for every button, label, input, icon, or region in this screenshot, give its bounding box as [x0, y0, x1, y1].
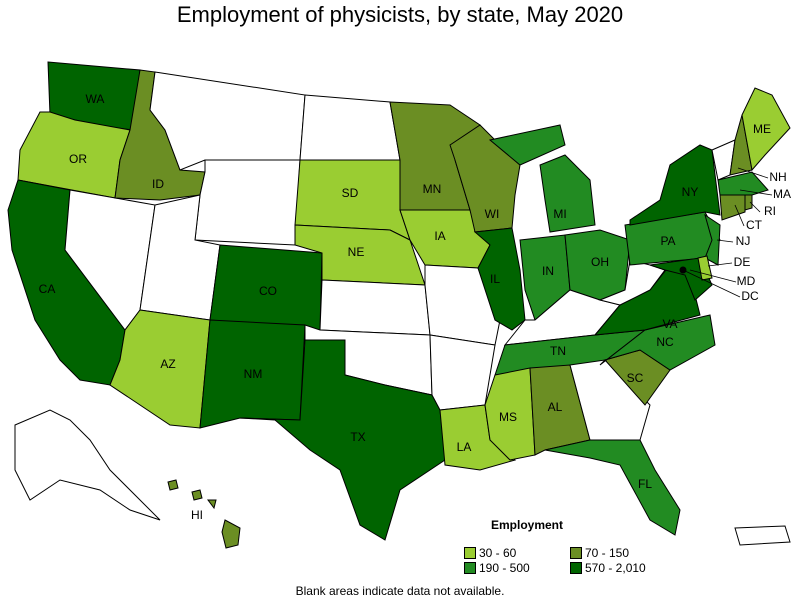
state-me — [741, 87, 791, 172]
state-label-mn: MN — [423, 182, 442, 196]
legend-item-70-150: 70 - 150 — [570, 546, 629, 560]
state-label-ma: MA — [773, 187, 791, 201]
state-label-va: VA — [662, 317, 677, 331]
state-mi — [488, 124, 566, 166]
state-label-dc: DC — [741, 289, 759, 303]
state-label-nh: NH — [769, 170, 786, 184]
legend-label: 30 - 60 — [479, 546, 517, 560]
leader-line — [734, 204, 745, 227]
state-label-al: AL — [548, 400, 563, 414]
state-label-in: IN — [542, 264, 554, 278]
state-label-ri: RI — [764, 204, 776, 218]
legend: Employment 30 - 60 70 - 150 190 - 500 57… — [462, 518, 662, 575]
state-tx — [239, 339, 446, 541]
leader-line — [749, 201, 761, 213]
legend-swatch — [464, 562, 476, 574]
state-mi — [539, 154, 596, 233]
leader-line — [739, 189, 773, 196]
state-label-tn: TN — [550, 344, 566, 358]
state-label-me: ME — [753, 122, 771, 136]
state-ma — [717, 171, 769, 196]
leader-line — [682, 269, 741, 298]
state-wy — [194, 159, 301, 246]
state-label-hi: HI — [191, 508, 203, 522]
state-ks — [319, 279, 431, 336]
state-label-tx: TX — [350, 430, 365, 444]
state-label-wa: WA — [86, 92, 105, 106]
state-label-la: LA — [457, 440, 472, 454]
state-nd — [299, 94, 401, 161]
state-label-nj: NJ — [736, 234, 751, 248]
state-label-pa: PA — [660, 234, 675, 248]
state-label-ny: NY — [682, 185, 699, 199]
legend-label: 570 - 2,010 — [585, 561, 646, 575]
state-label-nc: NC — [656, 335, 674, 349]
legend-label: 190 - 500 — [479, 561, 530, 575]
state-hi — [167, 479, 179, 491]
leader-line — [707, 262, 733, 267]
state-label-mi: MI — [553, 207, 566, 221]
state-label-ca: CA — [39, 282, 56, 296]
state-label-sd: SD — [342, 186, 359, 200]
legend-swatch — [570, 547, 582, 559]
state-ct — [719, 194, 746, 221]
state-label-il: IL — [490, 272, 500, 286]
state-fl — [544, 439, 681, 536]
state-ny — [629, 144, 721, 226]
legend-label: 70 - 150 — [585, 546, 630, 560]
map-title: Employment of physicists, by state, May … — [176, 2, 624, 27]
state-ri — [744, 194, 753, 211]
state-label-nm: NM — [244, 367, 263, 381]
state-label-ms: MS — [499, 410, 517, 424]
leader-line — [689, 269, 737, 283]
state-hi — [207, 499, 217, 510]
state-label-id: ID — [152, 177, 164, 191]
state-label-az: AZ — [160, 357, 175, 371]
footnote: Blank areas indicate data not available. — [295, 584, 505, 598]
state-nj — [704, 213, 721, 266]
legend-swatch — [464, 547, 476, 559]
legend-item-570-2010: 570 - 2,010 — [570, 561, 646, 575]
state-hi — [221, 519, 241, 549]
state-label-de: DE — [734, 255, 751, 269]
legend-swatch — [570, 562, 582, 574]
state-label-md: MD — [737, 274, 756, 288]
state-ak — [14, 409, 161, 521]
leader-line — [716, 239, 734, 243]
state-label-fl: FL — [638, 477, 652, 491]
state-label-oh: OH — [591, 255, 609, 269]
state-label-or: OR — [69, 152, 87, 166]
leader-line — [737, 167, 769, 179]
state-label-wi: WI — [485, 207, 500, 221]
state-label-sc: SC — [627, 371, 644, 385]
state-ga — [569, 359, 651, 441]
state-ar — [429, 334, 496, 411]
state-il — [473, 227, 526, 331]
legend-title: Employment — [490, 518, 563, 532]
legend-item-190-500: 190 - 500 — [464, 561, 530, 575]
state-pr — [734, 525, 791, 546]
state-label-ne: NE — [348, 245, 365, 259]
state-label-ct: CT — [746, 218, 763, 232]
state-label-ia: IA — [434, 229, 445, 243]
state-label-co: CO — [259, 284, 277, 298]
state-hi — [191, 489, 203, 501]
legend-item-30-60: 30 - 60 — [464, 546, 516, 560]
